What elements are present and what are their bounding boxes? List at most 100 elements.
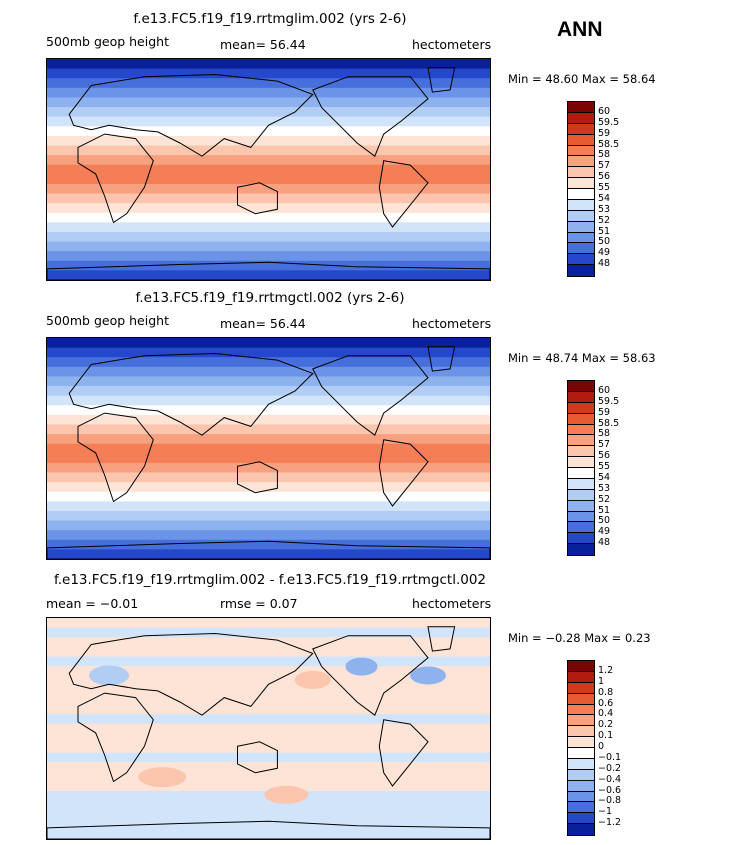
field-band <box>47 491 490 502</box>
colorbar-swatch <box>567 188 595 200</box>
field-band <box>47 126 490 137</box>
colorbar-swatch <box>567 122 595 135</box>
colorbar-swatch <box>567 242 595 255</box>
field-band <box>47 116 490 127</box>
colorbar-swatch <box>567 488 595 501</box>
field-band <box>47 260 490 271</box>
field-band <box>47 723 490 734</box>
units-label: hectometers <box>412 37 492 52</box>
colorbar-tick-label: 51 <box>598 225 611 237</box>
colorbar-tick-label: −0.2 <box>598 762 622 774</box>
mean-label: mean= 56.44 <box>220 37 306 52</box>
colorbar-swatch <box>567 747 595 759</box>
coastline <box>427 346 456 372</box>
colorbar-tick-label: 50 <box>598 515 611 527</box>
field-band <box>47 347 490 358</box>
colorbar-swatch <box>567 703 595 716</box>
field-band <box>47 819 490 830</box>
colorbar-swatch <box>567 231 595 244</box>
colorbar: 1.2 1 0.8 0.6 0.4 0.2 0.1 0 −0.1 −0.2 −0.4 −0.6 −0.8… <box>567 660 657 836</box>
colorbar-tick-label: 50 <box>598 236 611 248</box>
colorbar-swatch <box>567 412 595 425</box>
variable-label: 500mb geop height <box>46 313 169 328</box>
colorbar-swatch <box>567 670 595 683</box>
field-band <box>47 742 490 754</box>
colorbar-swatch <box>567 812 595 825</box>
colorbar-swatch <box>567 456 595 468</box>
colorbar-tick-label: −0.8 <box>598 795 622 807</box>
variable-label: 500mb geop height <box>46 34 169 49</box>
colorbar-swatch <box>567 390 595 403</box>
colorbar-swatch <box>567 101 595 113</box>
colorbar-tick-label: 48 <box>598 537 611 549</box>
colorbar-tick-label: 0.1 <box>598 730 614 742</box>
field-band <box>47 424 490 435</box>
colorbar-swatch <box>567 768 595 781</box>
field-band <box>47 637 490 648</box>
colorbar-tick-label: 54 <box>598 471 611 483</box>
colorbar-swatch <box>567 725 595 738</box>
diff-mean-label: mean = −0.01 <box>46 596 139 611</box>
colorbar-tick-label: 58 <box>598 149 611 161</box>
colorbar-tick-label: 58.5 <box>598 138 620 150</box>
field-band <box>47 501 490 512</box>
field-band <box>47 482 490 493</box>
panel-title: f.e13.FC5.f19_f19.rrtmglim.002 - f.e13.F… <box>53 572 487 588</box>
field-band <box>47 539 490 550</box>
coastline <box>68 352 314 436</box>
field-band <box>47 251 490 262</box>
field-band <box>47 685 490 696</box>
colorbar-swatch <box>567 264 595 277</box>
map-canvas <box>47 338 490 559</box>
coastline <box>47 540 490 559</box>
coastline <box>237 741 278 774</box>
colorbar-swatch <box>567 823 595 836</box>
field-band <box>47 97 490 108</box>
colorbar-swatch <box>567 144 595 157</box>
colorbar-tick-label: 57 <box>598 439 611 451</box>
field-band <box>47 241 490 252</box>
field-band <box>47 155 490 166</box>
field-band <box>47 183 490 195</box>
colorbar: 60 59.5 59 58.5 58 57 56 55 54 53 52 51 50 49 48 <box>567 380 657 556</box>
min-max-label: Min = 48.60 Max = 58.64 <box>508 72 656 86</box>
field-band <box>47 752 490 763</box>
field-band <box>47 270 490 280</box>
coastline <box>47 820 490 839</box>
field-band <box>47 800 490 811</box>
field-band <box>47 646 490 658</box>
colorbar-swatch <box>567 681 595 694</box>
rmse-label: rmse = 0.07 <box>220 596 298 611</box>
colorbar-tick-label: 0.8 <box>598 686 614 698</box>
colorbar-swatch <box>567 714 595 727</box>
colorbar-swatch <box>567 253 595 266</box>
colorbar-tick-label: 0.2 <box>598 719 614 731</box>
colorbar-tick-label: 56 <box>598 171 611 183</box>
colorbar-swatch <box>567 445 595 458</box>
colorbar-tick-label: 57 <box>598 160 611 172</box>
field-band <box>47 694 490 706</box>
colorbar-tick-label: 59 <box>598 127 611 139</box>
field-band <box>47 472 490 483</box>
colorbar-swatch <box>567 133 595 146</box>
field-band <box>47 107 490 118</box>
anomaly-blob <box>89 665 130 686</box>
colorbar-tick-label: 54 <box>598 192 611 204</box>
map-canvas <box>47 59 490 280</box>
coastline <box>378 439 429 507</box>
colorbar-tick-label: 53 <box>598 203 611 215</box>
panel-title: f.e13.FC5.f19_f19.rrtmgctl.002 (yrs 2-6) <box>135 290 405 306</box>
colorbar-swatch <box>567 166 595 179</box>
colorbar-tick-label: 56 <box>598 450 611 462</box>
colorbar-tick-label: 60 <box>598 105 611 117</box>
colorbar-swatch <box>567 209 595 222</box>
field-band <box>47 366 490 378</box>
colorbar-swatch <box>567 660 595 672</box>
colorbar-tick-label: −1 <box>598 806 613 818</box>
colorbar-tick-label: 59.5 <box>598 116 620 128</box>
colorbar-tick-label: 55 <box>598 461 611 472</box>
colorbar-swatch <box>567 543 595 556</box>
colorbar-tick-label: 1.2 <box>598 664 614 676</box>
field-band <box>47 549 490 559</box>
field-band <box>47 704 490 715</box>
